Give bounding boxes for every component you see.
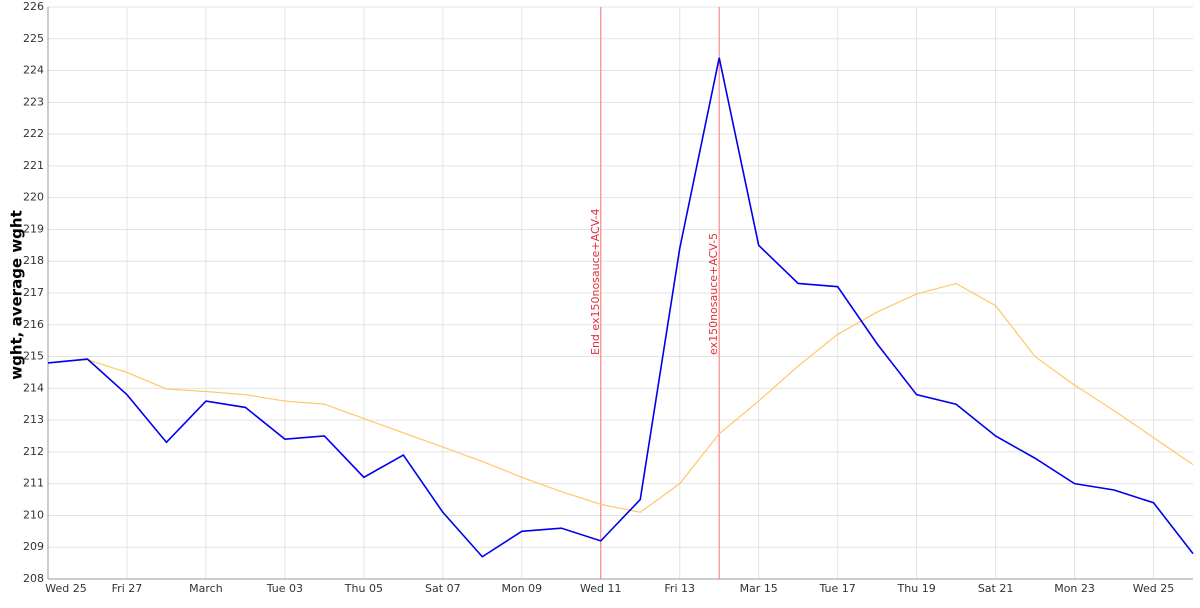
y-tick-label: 226 [23,0,44,13]
y-tick-label: 209 [23,540,44,553]
x-tick-label: Thu 05 [344,582,383,595]
y-tick-label: 212 [23,445,44,458]
y-tick-label: 221 [23,159,44,172]
line-series [47,282,1194,513]
annotation-text: End ex150nosauce+ACV-4 [589,208,602,355]
y-tick-label: 219 [23,222,44,235]
x-tick-label: Thu 19 [897,582,936,595]
y-tick-label: 210 [23,508,44,521]
x-tick-label: Mon 09 [501,582,542,595]
y-tick-label: 208 [23,572,44,585]
x-tick-label: Tue 17 [819,582,856,595]
y-tick-label: 213 [23,413,44,426]
x-tick-label: March [189,582,223,595]
x-tick-label: Tue 03 [266,582,303,595]
y-tick-label: 211 [23,477,44,490]
x-tick-label: Wed 25 [1133,582,1174,595]
y-tick-label: 216 [23,318,44,331]
y-tick-label: 222 [23,127,44,140]
x-tick-label: Mon 23 [1054,582,1095,595]
annotation-text: ex150nosauce+ACV-5 [707,233,720,355]
line-series [47,57,1194,558]
y-tick-label: 223 [23,95,44,108]
x-tick-label: Wed 11 [580,582,621,595]
x-tick-label: Fri 13 [664,582,695,595]
x-tick-label: Fri 27 [112,582,143,595]
y-tick-label: 225 [23,32,44,45]
y-tick-label: 217 [23,286,44,299]
y-tick-label: 224 [23,64,44,77]
y-tick-label: 215 [23,350,44,363]
y-tick-label: 214 [23,381,44,394]
x-tick-label: Mar 15 [740,582,778,595]
x-tick-label: Wed 25 [45,582,86,595]
y-tick-label: 220 [23,191,44,204]
y-tick-label: 218 [23,254,44,267]
y-axis-title: wght, average wght [8,210,26,380]
x-tick-label: Sat 07 [425,582,461,595]
x-tick-label: Sat 21 [978,582,1014,595]
